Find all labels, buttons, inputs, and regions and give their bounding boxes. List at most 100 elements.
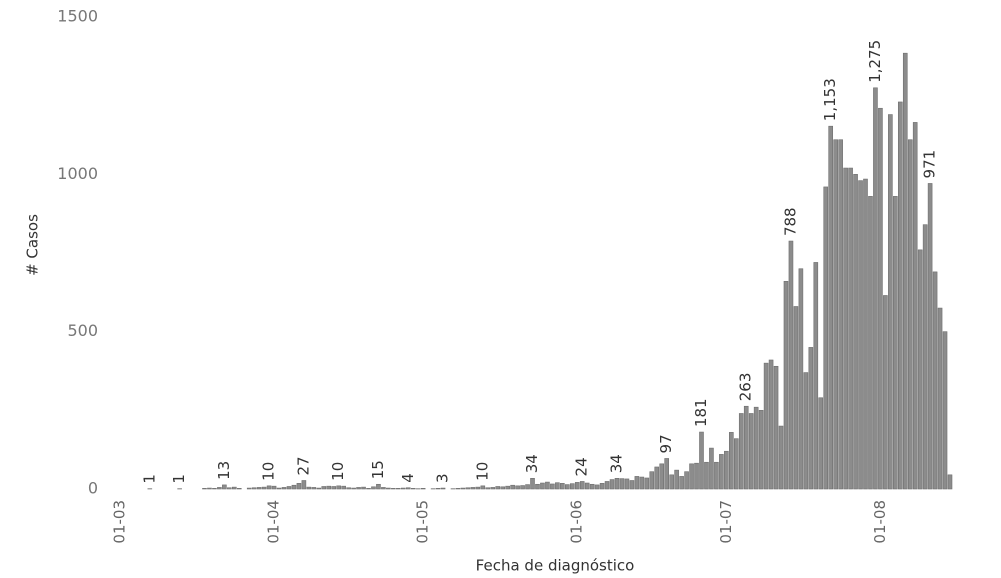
bar	[624, 478, 630, 490]
x-tick-label: 01-04	[265, 500, 283, 544]
bar	[833, 139, 838, 490]
bar	[927, 183, 933, 490]
bar	[858, 180, 863, 490]
bar	[336, 485, 341, 490]
bar	[883, 295, 888, 490]
bar	[589, 483, 595, 490]
bar	[217, 487, 222, 490]
y-tick-label: 0	[88, 479, 98, 498]
bar	[748, 413, 754, 490]
bar	[709, 447, 714, 490]
y-tick-label: 1000	[57, 164, 98, 183]
bar	[475, 486, 481, 490]
bar	[440, 487, 446, 490]
bar	[828, 125, 834, 490]
bar	[574, 482, 580, 490]
bar	[545, 481, 550, 490]
value-label: 971	[921, 150, 939, 179]
bar	[341, 485, 346, 490]
bar	[639, 476, 645, 490]
bar	[902, 52, 908, 490]
bar	[942, 331, 948, 490]
bar	[381, 487, 386, 490]
bar	[783, 281, 789, 490]
bar	[351, 487, 356, 490]
bar	[808, 347, 814, 490]
bar	[555, 482, 560, 490]
x-axis-title: Fecha de diagnóstico	[476, 557, 635, 575]
bar	[659, 463, 665, 490]
bar	[679, 476, 684, 490]
bar	[813, 262, 819, 490]
bar	[361, 486, 366, 490]
bar	[888, 114, 893, 490]
bar	[331, 486, 337, 490]
bar	[729, 432, 734, 490]
bar	[689, 463, 694, 490]
value-label: 34	[608, 454, 626, 473]
bar	[251, 487, 257, 490]
bar	[396, 488, 401, 490]
bar	[579, 481, 585, 490]
bar	[227, 487, 232, 490]
value-label: 4	[399, 473, 417, 483]
bar	[550, 483, 555, 490]
bar	[505, 485, 510, 490]
bar	[281, 487, 287, 490]
bar	[520, 485, 525, 490]
bar	[897, 101, 903, 490]
value-label: 97	[657, 434, 675, 453]
bar	[311, 487, 317, 490]
value-label: 1,153	[821, 78, 839, 121]
bar	[724, 450, 729, 490]
bar	[569, 483, 575, 490]
bar	[495, 486, 501, 490]
bar	[644, 477, 650, 490]
bar	[246, 487, 252, 490]
bar	[798, 268, 804, 490]
value-label: 13	[215, 461, 233, 480]
bar	[236, 488, 242, 490]
bar	[863, 178, 868, 490]
bar	[912, 122, 918, 490]
bar	[922, 224, 928, 490]
x-tick-label: 01-08	[871, 500, 889, 544]
bar	[391, 488, 396, 490]
bar	[435, 488, 441, 490]
bar	[733, 438, 739, 490]
bar	[793, 306, 799, 490]
bar	[465, 487, 471, 490]
value-label: 1	[140, 474, 158, 484]
bar	[758, 410, 764, 490]
bar	[560, 483, 565, 490]
bar	[917, 249, 923, 490]
bar	[306, 486, 312, 490]
bar	[261, 486, 267, 490]
bar	[719, 454, 724, 490]
bar	[291, 484, 297, 490]
bar	[878, 107, 883, 490]
value-label: 3	[434, 474, 452, 484]
bar	[405, 487, 411, 490]
bar	[778, 425, 784, 490]
bar	[485, 487, 491, 490]
value-label: 181	[692, 398, 710, 427]
bar	[674, 469, 679, 490]
value-label: 10	[473, 462, 491, 481]
bar	[202, 488, 207, 490]
bar	[386, 487, 391, 490]
bar	[848, 167, 853, 490]
bar	[500, 486, 505, 490]
bar	[932, 271, 938, 490]
bar	[947, 474, 953, 490]
value-label: 10	[329, 462, 347, 481]
bar	[823, 186, 829, 490]
x-tick-label: 01-05	[414, 500, 432, 544]
bar	[535, 483, 540, 490]
bar	[803, 372, 809, 490]
value-label: 1,275	[866, 40, 884, 83]
bar	[594, 484, 600, 490]
bar	[629, 480, 635, 490]
bar	[256, 487, 262, 490]
